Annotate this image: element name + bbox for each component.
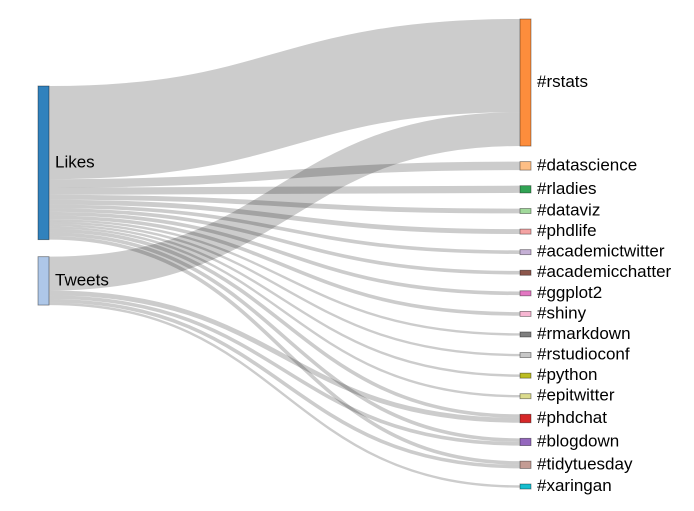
link-likes-to-epitwitter xyxy=(48,226,521,398)
link-likes-to-rstudioconf xyxy=(48,221,521,357)
node-label-academictwitter: #academictwitter xyxy=(537,242,665,261)
node-rect-python xyxy=(519,372,532,379)
link-likes-to-python xyxy=(48,223,521,377)
node-tweets: Tweets xyxy=(37,256,109,306)
node-rect-datascience xyxy=(519,161,532,171)
node-label-blogdown: #blogdown xyxy=(537,431,619,450)
node-label-phdchat: #phdchat xyxy=(537,408,607,427)
node-blogdown: #blogdown xyxy=(519,431,619,450)
node-rect-blogdown xyxy=(519,437,532,446)
node-label-phdlife: #phdlife xyxy=(537,221,597,240)
node-phdchat: #phdchat xyxy=(519,408,607,427)
link-likes-to-datascience xyxy=(48,161,521,188)
node-label-dataviz: #dataviz xyxy=(537,200,600,219)
node-dataviz: #dataviz xyxy=(519,200,600,219)
link-likes-to-shiny xyxy=(48,215,521,316)
node-shiny: #shiny xyxy=(519,303,587,322)
link-likes-to-rmarkdown xyxy=(48,219,521,336)
node-rladies: #rladies xyxy=(519,179,597,198)
node-rect-academictwitter xyxy=(519,249,532,256)
node-rect-tidytuesday xyxy=(519,460,532,469)
link-likes-to-phdchat xyxy=(48,228,521,418)
link-tweets-to-tidytuesday xyxy=(48,299,521,469)
node-label-academicchatter: #academicchatter xyxy=(537,262,672,281)
node-rect-rmarkdown xyxy=(519,331,532,338)
link-likes-to-ggplot2 xyxy=(48,211,521,296)
node-label-python: #python xyxy=(537,365,598,384)
node-label-epitwitter: #epitwitter xyxy=(537,386,615,405)
node-label-rstats: #rstats xyxy=(537,72,588,91)
node-rect-ggplot2 xyxy=(519,290,532,297)
node-label-xaringan: #xaringan xyxy=(537,476,612,495)
link-likes-to-phdlife xyxy=(48,199,521,235)
node-label-tweets: Tweets xyxy=(55,270,109,289)
node-rect-rstudioconf xyxy=(519,352,532,358)
node-ggplot2: #ggplot2 xyxy=(519,283,602,302)
node-rect-likes xyxy=(37,85,50,241)
node-academictwitter: #academictwitter xyxy=(519,242,665,261)
node-rect-dataviz xyxy=(519,208,532,214)
node-rect-rladies xyxy=(519,185,532,194)
link-tweets-to-rstats xyxy=(48,112,521,291)
node-rect-rstats xyxy=(519,18,532,147)
node-rect-academicchatter xyxy=(519,269,532,276)
node-epitwitter: #epitwitter xyxy=(519,386,615,405)
link-likes-to-academictwitter xyxy=(48,204,521,254)
nodes-layer: Likes Tweets #rstats #datascience #rladies #d… xyxy=(37,18,672,495)
node-rect-phdlife xyxy=(519,228,532,235)
node-label-datascience: #datascience xyxy=(537,155,637,174)
node-label-rladies: #rladies xyxy=(537,179,597,198)
node-rect-epitwitter xyxy=(519,393,532,400)
node-rstudioconf: #rstudioconf xyxy=(519,345,630,364)
node-label-rmarkdown: #rmarkdown xyxy=(537,324,631,343)
link-likes-to-academicchatter xyxy=(48,208,521,275)
node-label-ggplot2: #ggplot2 xyxy=(537,283,602,302)
node-tidytuesday: #tidytuesday xyxy=(519,454,633,473)
link-tweets-to-xaringan xyxy=(48,302,521,488)
link-likes-to-tidytuesday xyxy=(48,236,521,465)
node-phdlife: #phdlife xyxy=(519,221,597,240)
node-label-tidytuesday: #tidytuesday xyxy=(537,454,633,473)
node-rect-tweets xyxy=(37,256,50,306)
node-xaringan: #xaringan xyxy=(519,476,612,495)
link-likes-to-dataviz xyxy=(48,194,521,214)
node-rmarkdown: #rmarkdown xyxy=(519,324,631,343)
link-likes-to-rstats xyxy=(48,19,521,180)
links-layer xyxy=(48,19,521,488)
node-rect-phdchat xyxy=(519,413,532,424)
node-label-rstudioconf: #rstudioconf xyxy=(537,345,630,364)
node-rect-shiny xyxy=(519,310,532,317)
node-likes: Likes xyxy=(37,85,95,241)
link-tweets-to-blogdown xyxy=(48,295,521,446)
link-likes-to-rladies xyxy=(48,185,521,195)
node-python: #python xyxy=(519,365,598,384)
link-tweets-to-phdchat xyxy=(48,290,521,423)
link-likes-to-blogdown xyxy=(48,232,521,442)
node-label-shiny: #shiny xyxy=(537,303,587,322)
node-label-likes: Likes xyxy=(55,152,95,171)
node-rstats: #rstats xyxy=(519,18,588,147)
node-rect-xaringan xyxy=(519,483,532,490)
node-datascience: #datascience xyxy=(519,155,637,174)
node-academicchatter: #academicchatter xyxy=(519,262,672,281)
